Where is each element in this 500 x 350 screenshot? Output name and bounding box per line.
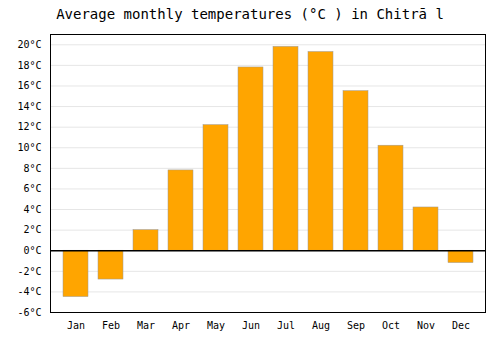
svg-text:0°C: 0°C bbox=[23, 245, 41, 256]
svg-text:8°C: 8°C bbox=[23, 163, 41, 174]
svg-text:May: May bbox=[207, 320, 225, 331]
svg-text:6°C: 6°C bbox=[23, 183, 41, 194]
svg-text:16°C: 16°C bbox=[17, 80, 41, 91]
svg-text:2°C: 2°C bbox=[23, 224, 41, 235]
svg-text:Mar: Mar bbox=[137, 320, 155, 331]
svg-text:20°C: 20°C bbox=[17, 39, 41, 50]
svg-text:-6°C: -6°C bbox=[17, 307, 41, 318]
html-text:Average monthly temperatures (: Average monthly temperatures (°C ) in Ch… bbox=[56, 6, 444, 22]
svg-text:Apr: Apr bbox=[172, 320, 190, 331]
svg-text:-4°C: -4°C bbox=[17, 286, 41, 297]
svg-text:-2°C: -2°C bbox=[17, 266, 41, 277]
svg-text:Sep: Sep bbox=[347, 320, 365, 331]
svg-text:4°C: 4°C bbox=[23, 204, 41, 215]
svg-text:Jul: Jul bbox=[277, 320, 295, 331]
svg-text:Jun: Jun bbox=[242, 320, 260, 331]
svg-text:Aug: Aug bbox=[312, 320, 330, 331]
svg-text:Dec: Dec bbox=[452, 320, 470, 331]
svg-text:14°C: 14°C bbox=[17, 101, 41, 112]
svg-text:12°C: 12°C bbox=[17, 121, 41, 132]
svg-text:Nov: Nov bbox=[417, 320, 435, 331]
svg-text:18°C: 18°C bbox=[17, 60, 41, 71]
svg-text:Feb: Feb bbox=[102, 320, 120, 331]
svg-text:Oct: Oct bbox=[382, 320, 400, 331]
svg-text:Jan: Jan bbox=[67, 320, 85, 331]
svg-text:10°C: 10°C bbox=[17, 142, 41, 153]
